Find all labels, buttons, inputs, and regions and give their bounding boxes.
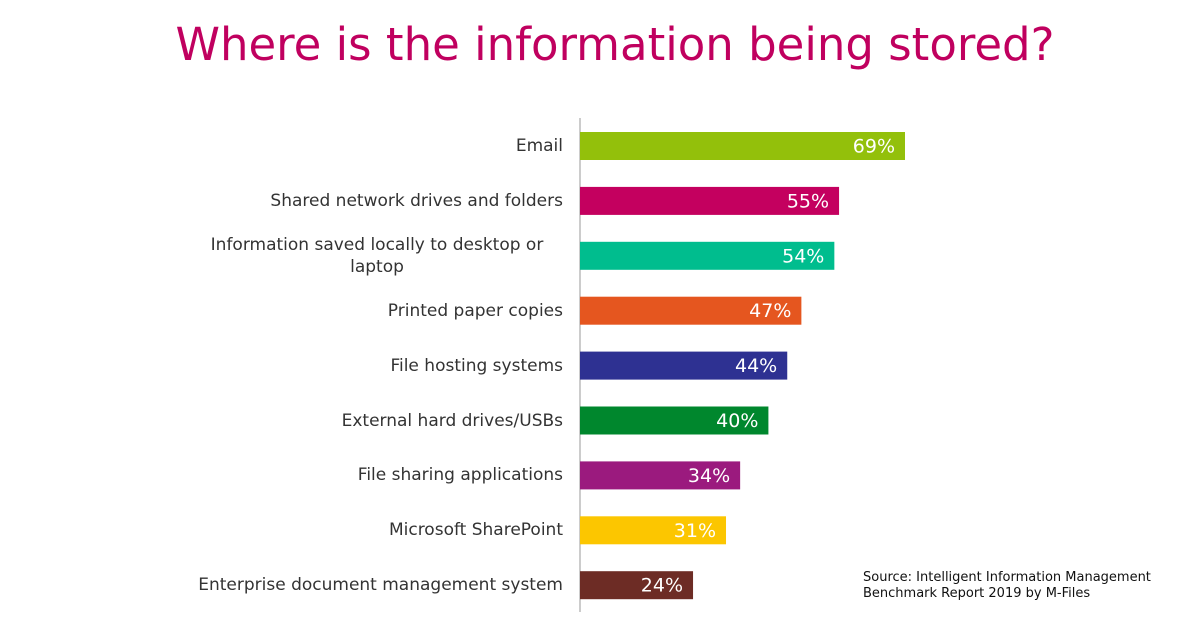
bar bbox=[580, 132, 905, 160]
bar bbox=[580, 461, 741, 490]
category-label: Microsoft SharePoint bbox=[388, 520, 563, 541]
value-label: 55% bbox=[787, 190, 829, 212]
value-label: 44% bbox=[735, 355, 777, 377]
category-label: Information saved locally to desktop or … bbox=[210, 234, 544, 277]
bar bbox=[580, 406, 769, 435]
value-label: 47% bbox=[749, 300, 791, 322]
value-label: 54% bbox=[782, 245, 824, 267]
category-label: Email bbox=[515, 136, 563, 156]
chart-title: Where is the information being stored? bbox=[175, 18, 1055, 71]
category-label: File hosting systems bbox=[390, 355, 563, 376]
bar bbox=[580, 186, 840, 215]
value-label: 69% bbox=[853, 136, 895, 158]
value-label: 34% bbox=[688, 465, 730, 487]
category-label: Printed paper copies bbox=[387, 300, 563, 321]
source-note: Source: Intelligent Information Manageme… bbox=[863, 570, 1151, 601]
value-label: 40% bbox=[716, 410, 758, 432]
category-label: Enterprise document management system bbox=[198, 575, 563, 596]
category-label: File sharing applications bbox=[357, 465, 563, 486]
bar bbox=[580, 516, 727, 545]
value-label: 31% bbox=[674, 520, 716, 542]
bar bbox=[580, 241, 835, 270]
bar bbox=[580, 571, 694, 600]
bar bbox=[580, 296, 802, 325]
category-label: External hard drives/USBs bbox=[341, 410, 563, 431]
bar bbox=[580, 351, 788, 380]
category-label: Shared network drives and folders bbox=[270, 190, 563, 211]
value-label: 24% bbox=[641, 575, 683, 597]
